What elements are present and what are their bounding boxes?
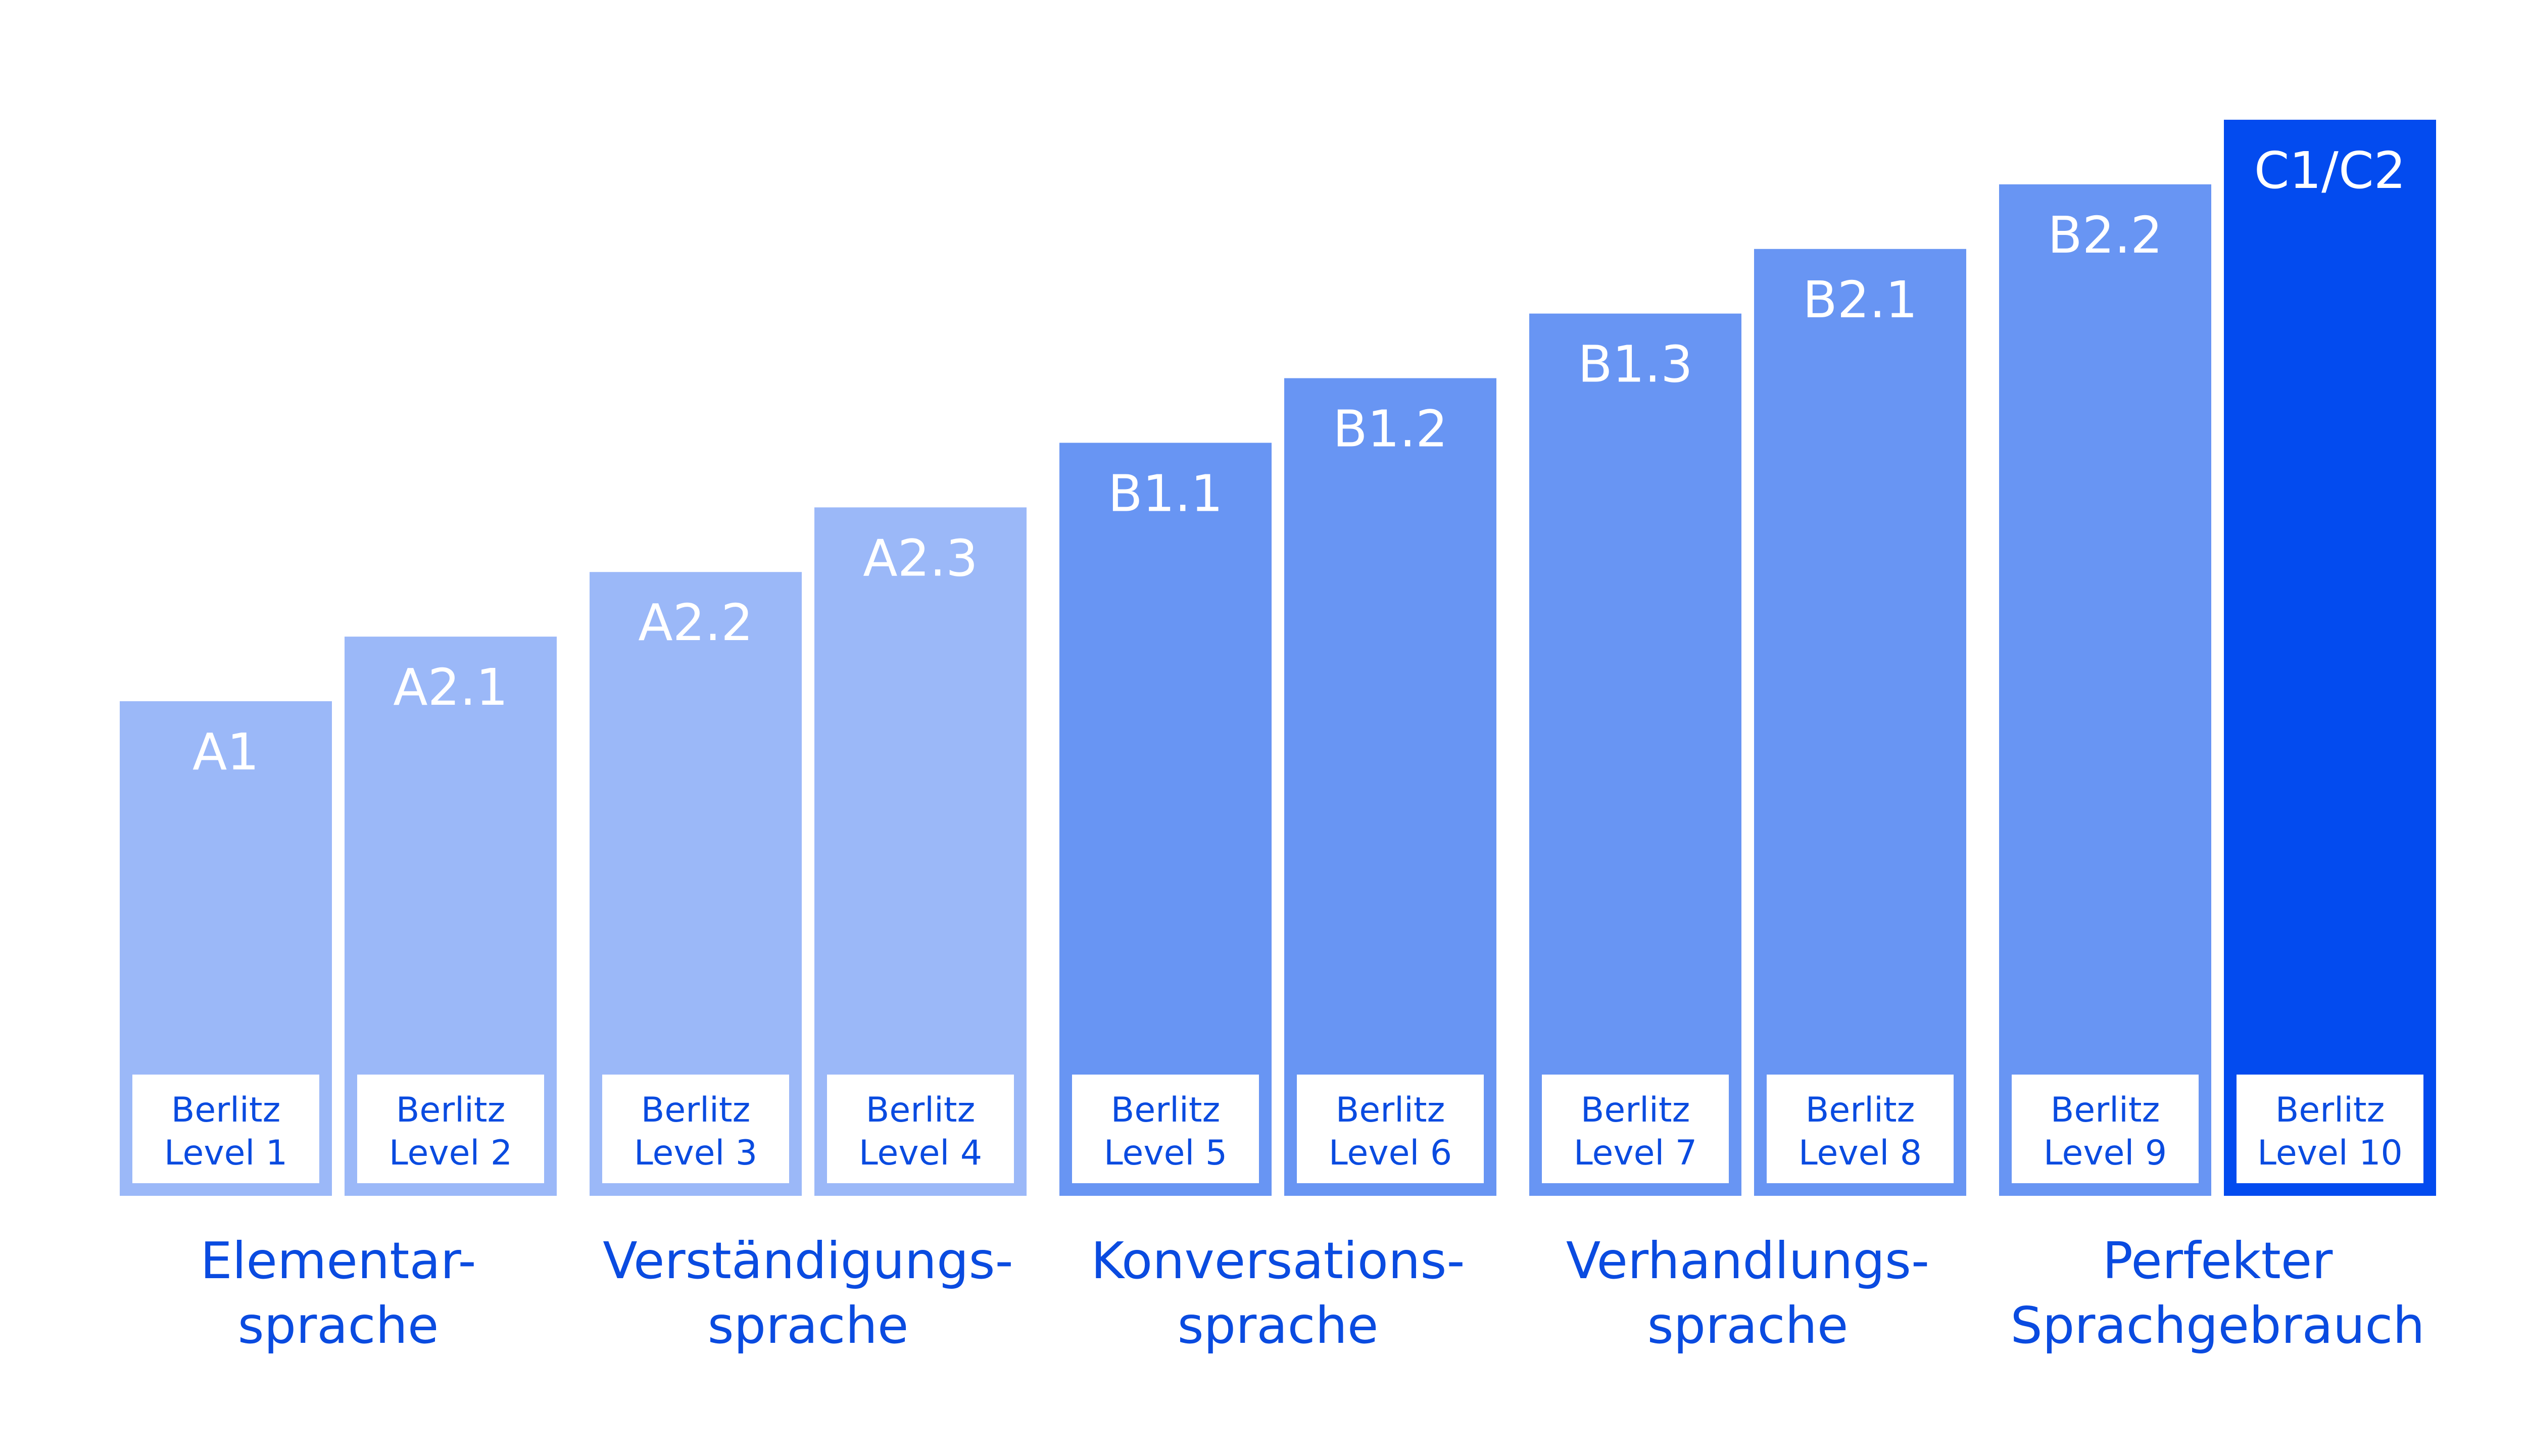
level-label-line2: Level 10 <box>2257 1133 2403 1173</box>
level-label-line1: Berlitz <box>2051 1090 2160 1130</box>
level-label-line2: Level 8 <box>1799 1133 1922 1173</box>
level-label-line2: Level 7 <box>1574 1133 1697 1173</box>
group-label-2-line1: Verständigungs- <box>603 1231 1013 1290</box>
group-label-1-line1: Elementar- <box>200 1231 476 1290</box>
bar-category-label: B1.1 <box>1108 464 1223 523</box>
group-label-5-line1: Perfekter <box>2103 1231 2334 1290</box>
level-label-line1: Berlitz <box>1336 1090 1445 1130</box>
level-box <box>2012 1075 2199 1183</box>
bar-category-label: C1/C2 <box>2254 141 2406 200</box>
bar-category-label: B2.1 <box>1803 270 1918 329</box>
level-label-line1: Berlitz <box>396 1090 506 1130</box>
level-label-line2: Level 3 <box>634 1133 757 1173</box>
level-label-line1: Berlitz <box>866 1090 976 1130</box>
level-label-line1: Berlitz <box>1581 1090 1690 1130</box>
level-box <box>2237 1075 2423 1183</box>
bar-8 <box>1754 249 1966 1196</box>
level-box <box>1297 1075 1484 1183</box>
bar-category-label: B2.2 <box>2048 206 2163 265</box>
group-label-2-line2: sprache <box>708 1296 909 1355</box>
level-label-line1: Berlitz <box>1111 1090 1221 1130</box>
level-box <box>1072 1075 1259 1183</box>
level-box <box>1767 1075 1954 1183</box>
level-label-line1: Berlitz <box>2275 1090 2385 1130</box>
group-label-3-line1: Konversations- <box>1091 1231 1465 1290</box>
bar-category-label: B1.3 <box>1578 335 1693 394</box>
bar-7 <box>1529 313 1741 1196</box>
group-label-4-line2: sprache <box>1647 1296 1849 1355</box>
bar-category-label: A2.2 <box>638 593 753 652</box>
level-label-line2: Level 2 <box>389 1133 512 1173</box>
level-box <box>132 1075 319 1183</box>
group-label-4-line1: Verhandlungs- <box>1566 1231 1929 1290</box>
level-box <box>357 1075 544 1183</box>
level-label-line2: Level 4 <box>859 1133 982 1173</box>
bar-6 <box>1284 378 1496 1196</box>
level-label-line2: Level 1 <box>164 1133 287 1173</box>
bar-5 <box>1059 443 1272 1196</box>
group-label-5-line2: Sprachgebrauch <box>2010 1296 2424 1355</box>
level-label-line1: Berlitz <box>1806 1090 1915 1130</box>
level-label-line2: Level 6 <box>1329 1133 1452 1173</box>
bar-category-label: A2.1 <box>393 658 508 717</box>
level-label-line2: Level 9 <box>2044 1133 2167 1173</box>
level-label-line1: Berlitz <box>171 1090 281 1130</box>
bar-category-label: A1 <box>192 722 259 782</box>
bar-10 <box>2224 120 2436 1196</box>
level-label-line1: Berlitz <box>641 1090 751 1130</box>
level-box <box>827 1075 1014 1183</box>
level-box <box>1542 1075 1729 1183</box>
group-label-3-line2: sprache <box>1178 1296 1379 1355</box>
group-label-1-line2: sprache <box>238 1296 439 1355</box>
level-label-line2: Level 5 <box>1104 1133 1227 1173</box>
bar-9 <box>1999 184 2211 1196</box>
bar-category-label: B1.2 <box>1333 400 1448 459</box>
level-box <box>602 1075 789 1183</box>
bar-category-label: A2.3 <box>863 528 978 588</box>
